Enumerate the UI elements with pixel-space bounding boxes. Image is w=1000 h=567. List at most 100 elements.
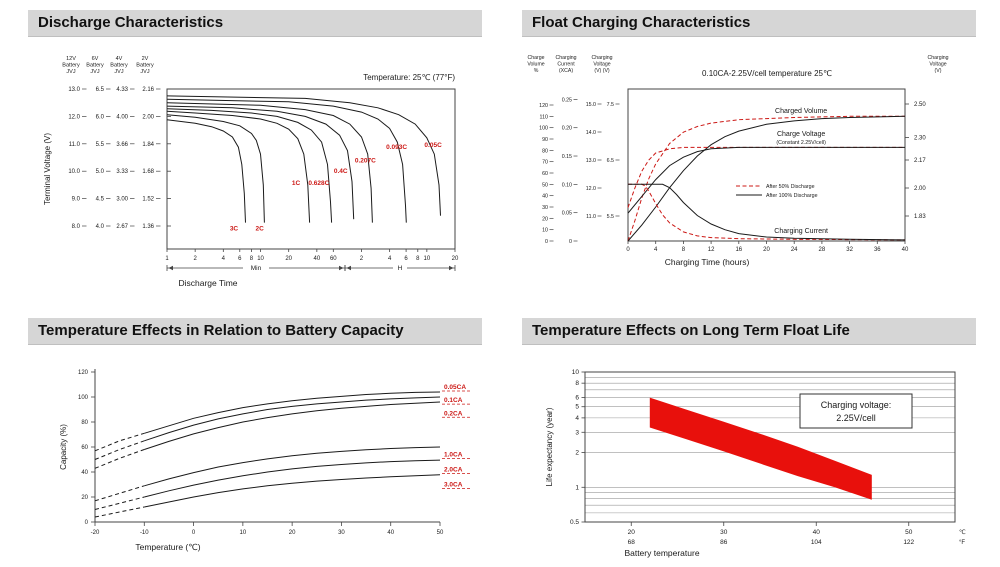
y-axis-title: Terminal Voltage (V)	[43, 133, 52, 205]
rate-label-0.1CA: 0.1CA	[444, 397, 463, 404]
section-title-discharge: Discharge Characteristics	[28, 10, 482, 37]
axis-header: Charge	[527, 55, 544, 61]
voltage6-tick: 6.5	[607, 158, 614, 164]
rate-label-0.05C: 0.05C	[424, 142, 442, 149]
volume-tick: 50	[542, 182, 548, 188]
x-tick: 40	[902, 247, 909, 253]
section-title-float-charging: Float Charging Characteristics	[522, 10, 976, 37]
x-tick-hours: 2	[360, 256, 364, 262]
section-title-float-life: Temperature Effects on Long Term Float L…	[522, 318, 976, 345]
x-tick: 0	[626, 247, 630, 253]
battery-column-header: Battery	[136, 63, 154, 69]
right-axis-header: Voltage	[929, 62, 946, 68]
capacity-curve-1.0CA-dashed	[94, 485, 145, 502]
voltage-tick: 2.00	[142, 114, 154, 120]
current-tick: 0.10	[562, 182, 572, 188]
x-tick-minutes: 1	[165, 256, 169, 262]
discharge-curve-3C	[166, 119, 246, 223]
axis-header: Volume	[527, 62, 544, 68]
temperature-tick: 30	[338, 530, 345, 536]
volume-tick: 20	[542, 216, 548, 222]
capacity-curve-3.0CA-dashed	[94, 506, 145, 518]
curve-label: (Constant 2.25V/cell)	[776, 140, 826, 146]
battery-column-header: JVJ	[140, 69, 149, 75]
x-tick: 20	[763, 247, 770, 253]
capacity-curve-2.0CA-dashed	[94, 496, 145, 510]
celsius-unit: ℃	[959, 529, 966, 536]
voltage-tick: 5.0	[96, 169, 105, 175]
voltage-tick: 13.0	[68, 87, 80, 93]
current-tick: 0.15	[562, 154, 572, 160]
capacity-curve-0.2CA-dashed	[94, 449, 145, 469]
current-tick: 0	[569, 239, 572, 245]
rate-label-1C: 1C	[292, 180, 301, 187]
rate-label-0.05CA: 0.05CA	[444, 384, 466, 391]
x-tick: 4	[654, 247, 658, 253]
temperature-tick: -10	[140, 530, 149, 536]
capacity-tick: 120	[78, 370, 89, 376]
volume-tick: 110	[540, 114, 548, 120]
x-tick: 28	[819, 247, 826, 253]
x-tick-hours: 20	[452, 256, 459, 262]
voltage12-tick: 15.0	[586, 102, 596, 108]
x-tick-hours: 10	[424, 256, 431, 262]
temperature-tick: 20	[289, 530, 296, 536]
volume-tick: 120	[539, 103, 548, 109]
volume-tick: 30	[542, 205, 548, 211]
celsius-tick: 40	[813, 529, 821, 536]
x-tick-hours: 6	[404, 256, 408, 262]
discharge-curve-0.207C	[166, 102, 373, 223]
voltage-tick: 2.67	[116, 224, 128, 230]
axis-header: (V) (V)	[594, 68, 610, 74]
voltage-tick: 4.33	[116, 87, 128, 93]
curve-charged-volume-100	[627, 115, 906, 242]
voltage-tick: 2.16	[142, 87, 154, 93]
capacity-tick: 0	[85, 520, 89, 526]
discharge-curve-0.093C	[166, 98, 407, 223]
panel-temperature-capacity: Temperature Effects in Relation to Batte…	[28, 318, 482, 567]
cell-voltage-tick: 2.17	[914, 158, 926, 164]
capacity-curve-1.0CA	[144, 446, 441, 487]
arrowhead-right	[338, 265, 344, 271]
x-tick: 36	[874, 247, 881, 253]
voltage-tick: 3.66	[116, 142, 128, 148]
capacity-curve-2.0CA	[144, 459, 441, 498]
capacity-curve-0.1CA	[144, 396, 441, 442]
x-tick: 24	[791, 247, 798, 253]
discharge-curve-0.628C	[166, 108, 333, 223]
battery-column-header: 2V	[142, 56, 149, 62]
voltage6-tick: 7.5	[607, 102, 614, 108]
life-tick: 5	[575, 404, 579, 411]
arrowhead-right	[449, 265, 454, 271]
rate-label-0.2CA: 0.2CA	[444, 410, 463, 417]
x-tick-minutes: 10	[257, 256, 264, 262]
voltage12-tick: 14.0	[586, 130, 596, 136]
rate-label-0.628C: 0.628C	[308, 180, 329, 187]
temperature-capacity-chart: 0 20 40 60 80 100 120 -20 -10 0 10 20 30 40 50 Capacity…	[59, 369, 472, 552]
curve-charge-voltage-50	[627, 146, 905, 208]
battery-column-header: Battery	[62, 63, 80, 69]
voltage-tick: 6.5	[96, 87, 105, 93]
capacity-tick: 60	[81, 445, 88, 451]
curve-label: Charging Current	[774, 228, 828, 235]
x-tick-minutes: 8	[250, 256, 254, 262]
voltage-tick: 4.5	[96, 197, 105, 203]
time-unit-label: H	[398, 265, 403, 272]
voltage-tick: 10.0	[68, 169, 80, 175]
arrowhead-left	[168, 265, 173, 271]
current-tick: 0.20	[562, 126, 572, 132]
voltage-tick: 8.0	[72, 224, 81, 230]
capacity-tick: 40	[81, 470, 88, 476]
rate-label-0.093C: 0.093C	[386, 144, 407, 151]
battery-column-header: JVJ	[66, 69, 75, 75]
battery-column-header: 12V	[66, 56, 76, 62]
annotation-line-2: 2.25V/cell	[836, 413, 876, 423]
discharge-curve-0.05C	[166, 95, 441, 216]
fahrenheit-tick: 86	[720, 539, 728, 546]
voltage-tick: 4.00	[116, 114, 128, 120]
fahrenheit-tick: 122	[903, 539, 914, 546]
capacity-tick: 100	[78, 395, 89, 401]
capacity-curve-0.05CA-dashed	[94, 432, 145, 452]
voltage-tick: 1.36	[142, 224, 154, 230]
